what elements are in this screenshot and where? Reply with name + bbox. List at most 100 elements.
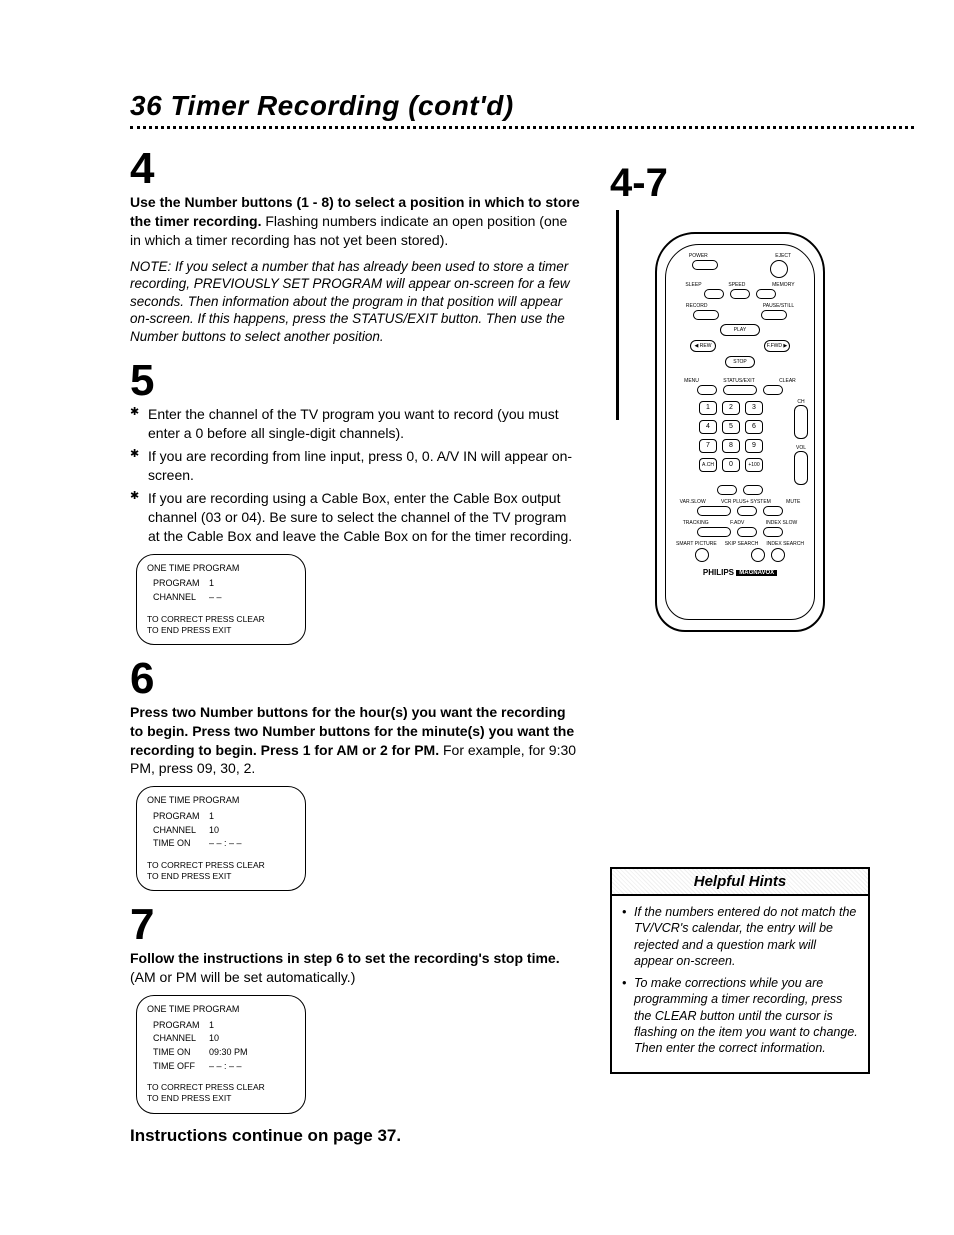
clear-button bbox=[763, 385, 783, 395]
osd-value: 1 bbox=[209, 1020, 214, 1030]
remote-label: TRACKING bbox=[683, 520, 709, 526]
channel-rocker bbox=[794, 405, 808, 439]
osd-title: ONE TIME PROGRAM bbox=[147, 795, 295, 807]
remote-illustration: POWEREJECT SLEEPSPEEDMEMORY RECORDPAUSE/… bbox=[655, 232, 825, 632]
osd-label: PROGRAM bbox=[153, 811, 209, 823]
num-7: 7 bbox=[699, 439, 717, 453]
remote-label: INDEX SEARCH bbox=[766, 541, 804, 547]
remote-label: CLEAR bbox=[779, 378, 796, 384]
osd-label: TIME ON bbox=[153, 1047, 209, 1059]
osd-value: 10 bbox=[209, 825, 219, 835]
menu-button bbox=[697, 385, 717, 395]
dotted-rule bbox=[130, 126, 914, 129]
vcrplus-button bbox=[737, 506, 757, 516]
page-number: 36 bbox=[130, 90, 162, 121]
osd-value: – – : – – bbox=[209, 1061, 242, 1071]
pill-button bbox=[717, 485, 737, 495]
remote-label: INDEX SLOW bbox=[766, 520, 797, 526]
step-4-note: NOTE: If you select a number that has al… bbox=[130, 258, 580, 346]
pause-button bbox=[761, 310, 787, 320]
continue-text: Instructions continue on page 37. bbox=[130, 1126, 580, 1146]
remote-label: EJECT bbox=[775, 253, 791, 259]
osd-value: 09:30 PM bbox=[209, 1047, 248, 1057]
num-5: 5 bbox=[722, 420, 740, 434]
osd-box-3: ONE TIME PROGRAM PROGRAM1 CHANNEL10 TIME… bbox=[136, 995, 306, 1114]
osd-value: 1 bbox=[209, 811, 214, 821]
osd-footer: TO CORRECT PRESS CLEAR bbox=[147, 1082, 295, 1093]
number-pad: 1 2 3 4 5 6 7 8 9 A.CH 0 +100 bbox=[692, 401, 770, 472]
step-7-bold: Follow the instructions in step 6 to set… bbox=[130, 950, 560, 966]
play-button: PLAY bbox=[720, 324, 760, 336]
brand-text: PHILIPS bbox=[703, 568, 734, 577]
power-button bbox=[692, 260, 718, 270]
remote-label: MENU bbox=[684, 378, 699, 384]
skip-button bbox=[751, 548, 765, 562]
step-7-text: Follow the instructions in step 6 to set… bbox=[130, 949, 580, 987]
status-exit-button bbox=[723, 385, 757, 395]
num-9: 9 bbox=[745, 439, 763, 453]
remote-label: MUTE bbox=[786, 499, 800, 505]
remote-label: RECORD bbox=[686, 303, 708, 309]
osd-value: 10 bbox=[209, 1033, 219, 1043]
num-2: 2 bbox=[722, 401, 740, 415]
osd-value: 1 bbox=[209, 578, 214, 588]
num-4: 4 bbox=[699, 420, 717, 434]
step-5-bullets: Enter the channel of the TV program you … bbox=[130, 405, 580, 545]
osd-footer: TO CORRECT PRESS CLEAR bbox=[147, 860, 295, 871]
plus100-button: +100 bbox=[745, 458, 763, 472]
step-5-number: 5 bbox=[130, 359, 580, 403]
hint-item: To make corrections while you are progra… bbox=[622, 975, 858, 1056]
brand-box: MAGNAVOX bbox=[736, 570, 777, 576]
indexsearch-button bbox=[771, 548, 785, 562]
smartpic-button bbox=[695, 548, 709, 562]
fadv-button bbox=[737, 527, 757, 537]
osd-footer: TO END PRESS EXIT bbox=[147, 1093, 295, 1104]
step-4-text: Use the Number buttons (1 - 8) to select… bbox=[130, 193, 580, 250]
remote-label: SKIP SEARCH bbox=[725, 541, 759, 547]
memory-button bbox=[756, 289, 776, 299]
step-4-number: 4 bbox=[130, 147, 580, 191]
helpful-hints-box: Helpful Hints If the numbers entered do … bbox=[610, 867, 870, 1074]
hints-title: Helpful Hints bbox=[612, 869, 868, 896]
osd-label: TIME OFF bbox=[153, 1061, 209, 1073]
osd-label: CHANNEL bbox=[153, 1033, 209, 1045]
tracking-button bbox=[697, 527, 731, 537]
osd-label: CHANNEL bbox=[153, 592, 209, 604]
ach-button: A.CH bbox=[699, 458, 717, 472]
osd-label: PROGRAM bbox=[153, 578, 209, 590]
ffwd-button: F.FWD ▶ bbox=[764, 340, 790, 352]
speed-button bbox=[730, 289, 750, 299]
osd-box-1: ONE TIME PROGRAM PROGRAM1 CHANNEL– – TO … bbox=[136, 554, 306, 645]
osd-value: – – bbox=[209, 592, 222, 602]
range-bar bbox=[616, 210, 619, 420]
sleep-button bbox=[704, 289, 724, 299]
hint-item: If the numbers entered do not match the … bbox=[622, 904, 858, 969]
num-3: 3 bbox=[745, 401, 763, 415]
remote-label: MEMORY bbox=[772, 282, 794, 288]
step-6-number: 6 bbox=[130, 657, 580, 701]
ch-label: CH bbox=[794, 399, 808, 405]
remote-label: SPEED bbox=[728, 282, 745, 288]
osd-label: PROGRAM bbox=[153, 1020, 209, 1032]
step-6-text: Press two Number buttons for the hour(s)… bbox=[130, 703, 580, 779]
num-1: 1 bbox=[699, 401, 717, 415]
step-range: 4-7 bbox=[610, 161, 880, 206]
instructions-column: 4 Use the Number buttons (1 - 8) to sele… bbox=[130, 147, 580, 1146]
indexslow-button bbox=[763, 527, 783, 537]
pill-button bbox=[743, 485, 763, 495]
step-5-bullet: Enter the channel of the TV program you … bbox=[148, 405, 580, 443]
remote-label: VCR PLUS+ SYSTEM bbox=[721, 499, 771, 505]
remote-label: STATUS/EXIT bbox=[723, 378, 754, 384]
num-0: 0 bbox=[722, 458, 740, 472]
step-7-number: 7 bbox=[130, 903, 580, 947]
mute-button bbox=[763, 506, 783, 516]
step-5-bullet: If you are recording using a Cable Box, … bbox=[148, 489, 580, 546]
remote-label: REW bbox=[700, 343, 712, 349]
remote-label: VAR.SLOW bbox=[680, 499, 706, 505]
remote-brand: PHILIPS MAGNAVOX bbox=[672, 568, 808, 577]
volume-rocker bbox=[794, 451, 808, 485]
osd-footer: TO END PRESS EXIT bbox=[147, 871, 295, 882]
osd-footer: TO END PRESS EXIT bbox=[147, 625, 295, 636]
record-button bbox=[693, 310, 719, 320]
remote-label: SMART PICTURE bbox=[676, 541, 717, 547]
